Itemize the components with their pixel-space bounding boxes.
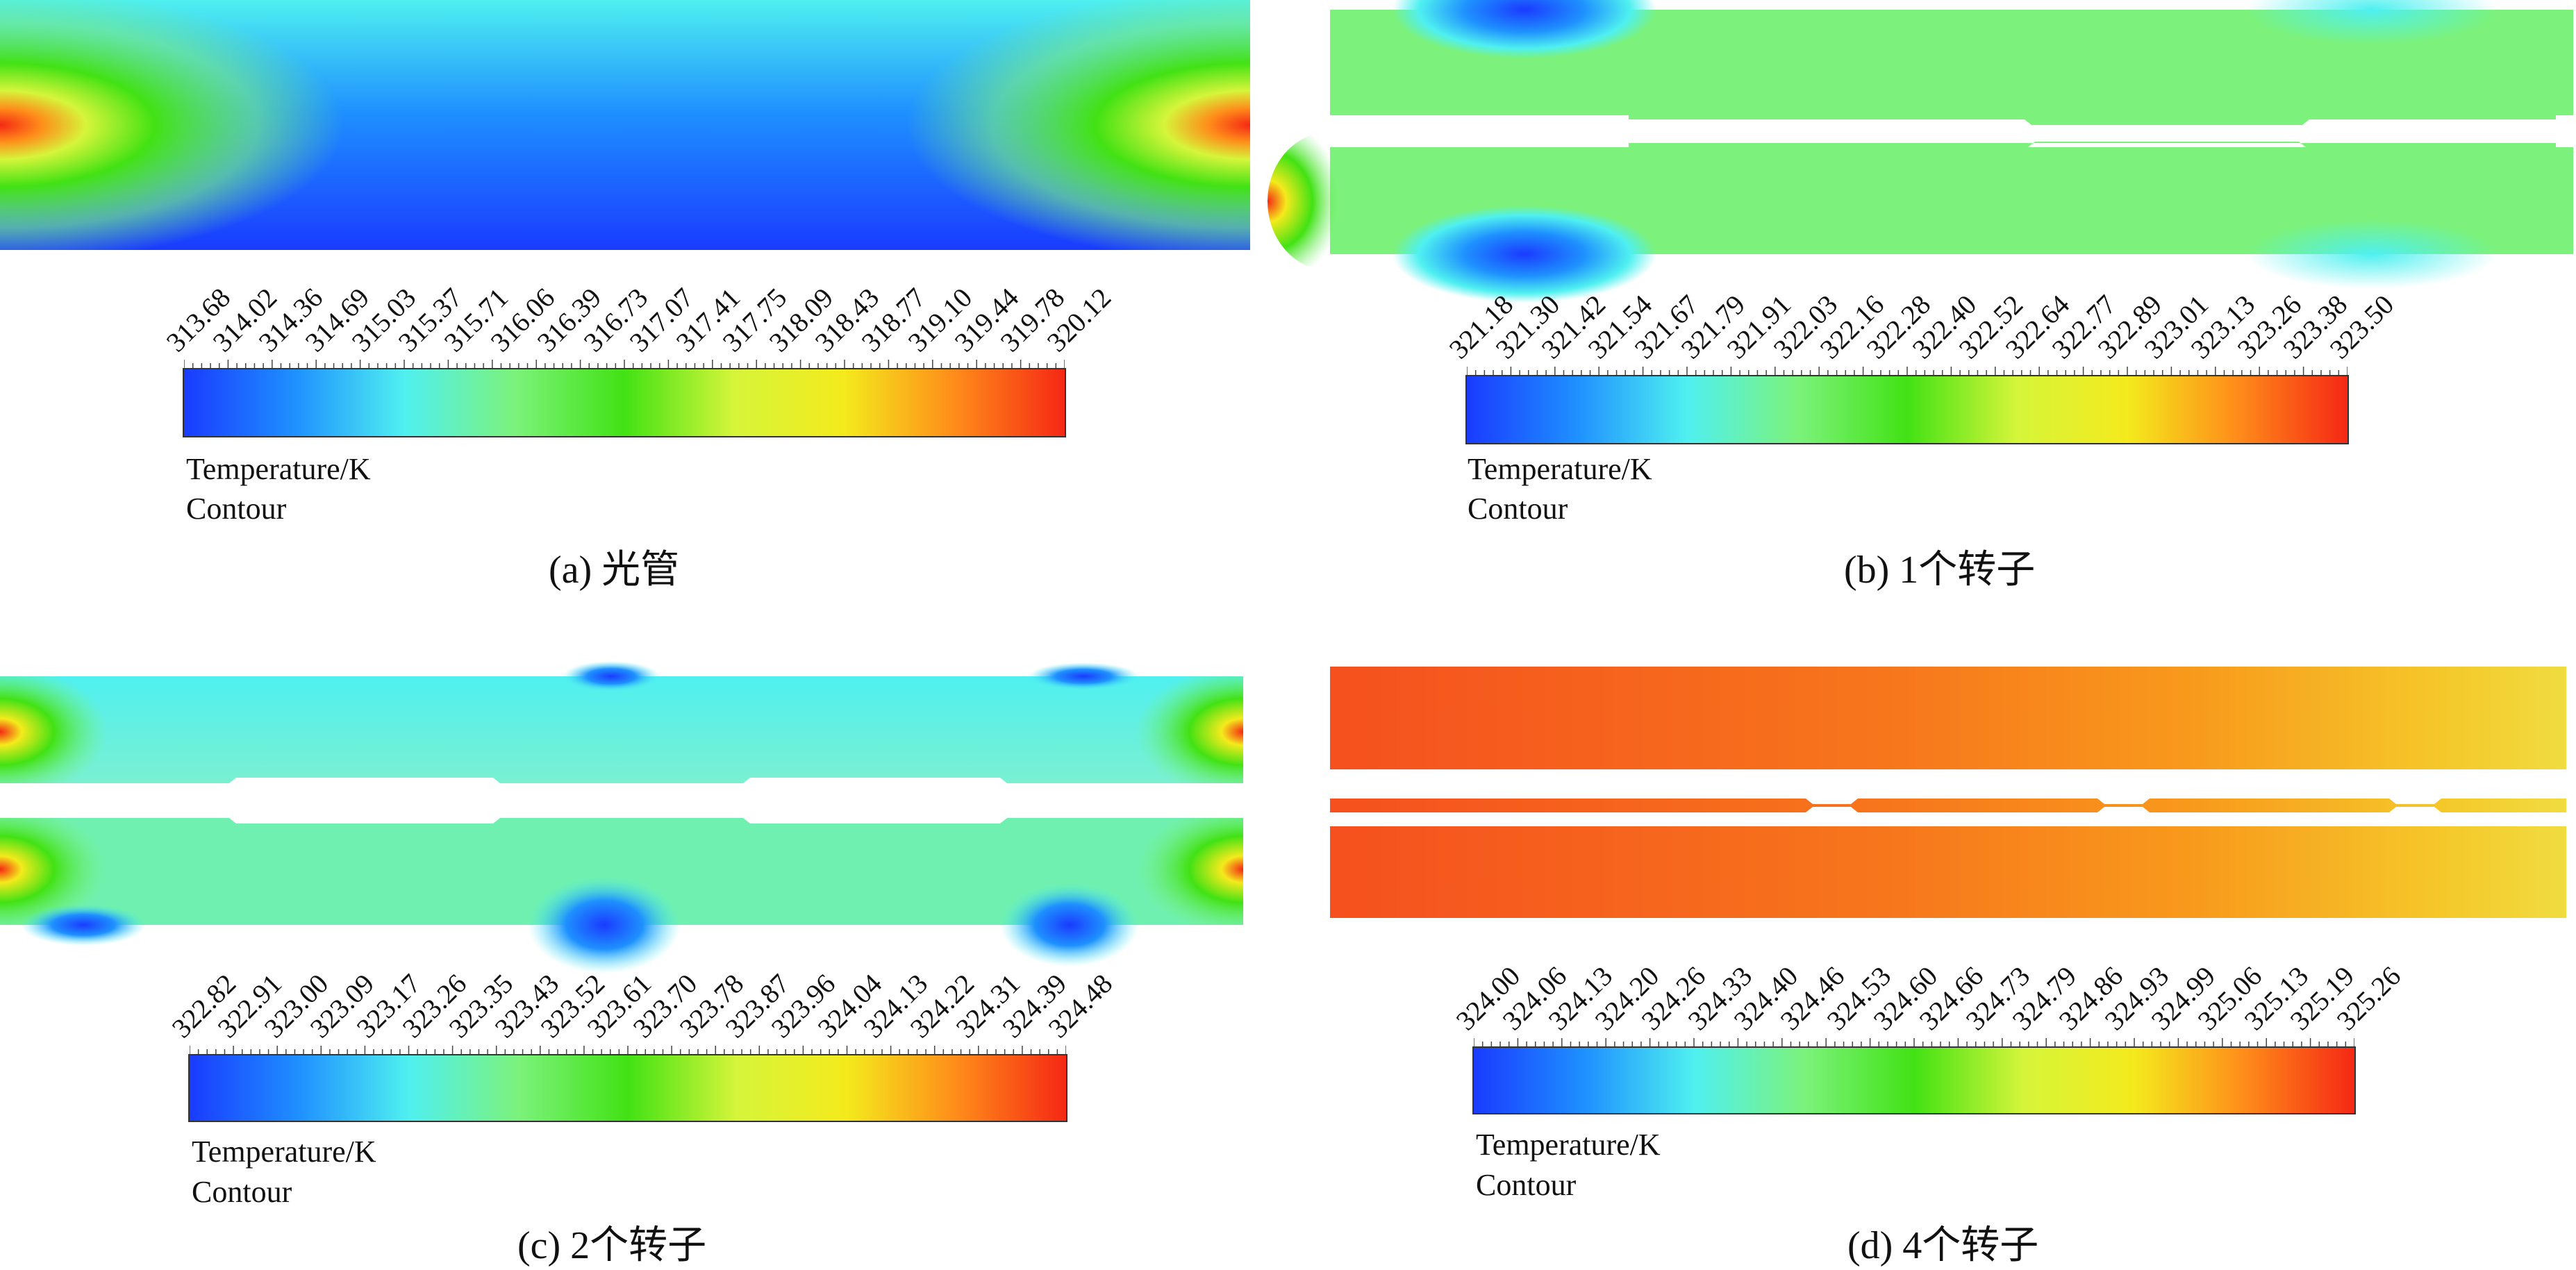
- legend-subtitle-d: Contour: [1476, 1168, 1577, 1202]
- tick-row-a: [184, 360, 1065, 368]
- panel-c: Temperature/K Contour (c) 2个转子 322.82 322…: [0, 661, 1250, 1269]
- panel-a: Temperature/K Contour (a) 光管 313.68 314.0…: [0, 0, 1250, 611]
- colorbar-d: [1472, 1046, 2356, 1114]
- panel-d: Temperature/K Contour (d) 4个转子 324.00 324…: [1330, 667, 2576, 1269]
- legend-subtitle-c: Contour: [192, 1175, 292, 1209]
- caption-a: (a) 光管: [549, 549, 680, 592]
- minor-ticks: [1474, 1038, 2354, 1046]
- legend-title-a: Temperature/K: [186, 452, 371, 486]
- tick-row-d: [1474, 1038, 2354, 1046]
- legend-subtitle-a: Contour: [186, 492, 287, 526]
- contour-plot-d: [1330, 667, 2566, 918]
- panel-b: Temperature/K Contour (b) 1个转子 321.18 321…: [1268, 0, 2576, 611]
- colorbar-a: [183, 368, 1066, 437]
- contour-plot-c: [0, 661, 1243, 974]
- contour-plot-b: [1268, 0, 2576, 303]
- minor-ticks: [184, 360, 1065, 368]
- legend-subtitle-b: Contour: [1468, 492, 1568, 526]
- caption-b: (b) 1个转子: [1844, 549, 2036, 592]
- tick-row-b: [1467, 367, 2348, 375]
- legend-title-d: Temperature/K: [1476, 1128, 1661, 1162]
- colorbar-c: [188, 1054, 1067, 1122]
- colorbar-b: [1465, 375, 2349, 444]
- tick-row-c: [190, 1046, 1066, 1054]
- contour-plot-a: [0, 0, 1250, 250]
- legend-title-c: Temperature/K: [192, 1135, 376, 1169]
- legend-title-b: Temperature/K: [1468, 452, 1652, 486]
- minor-ticks: [1467, 367, 2348, 375]
- minor-ticks: [190, 1046, 1066, 1054]
- caption-c: (c) 2个转子: [517, 1224, 707, 1267]
- caption-d: (d) 4个转子: [1847, 1224, 2039, 1267]
